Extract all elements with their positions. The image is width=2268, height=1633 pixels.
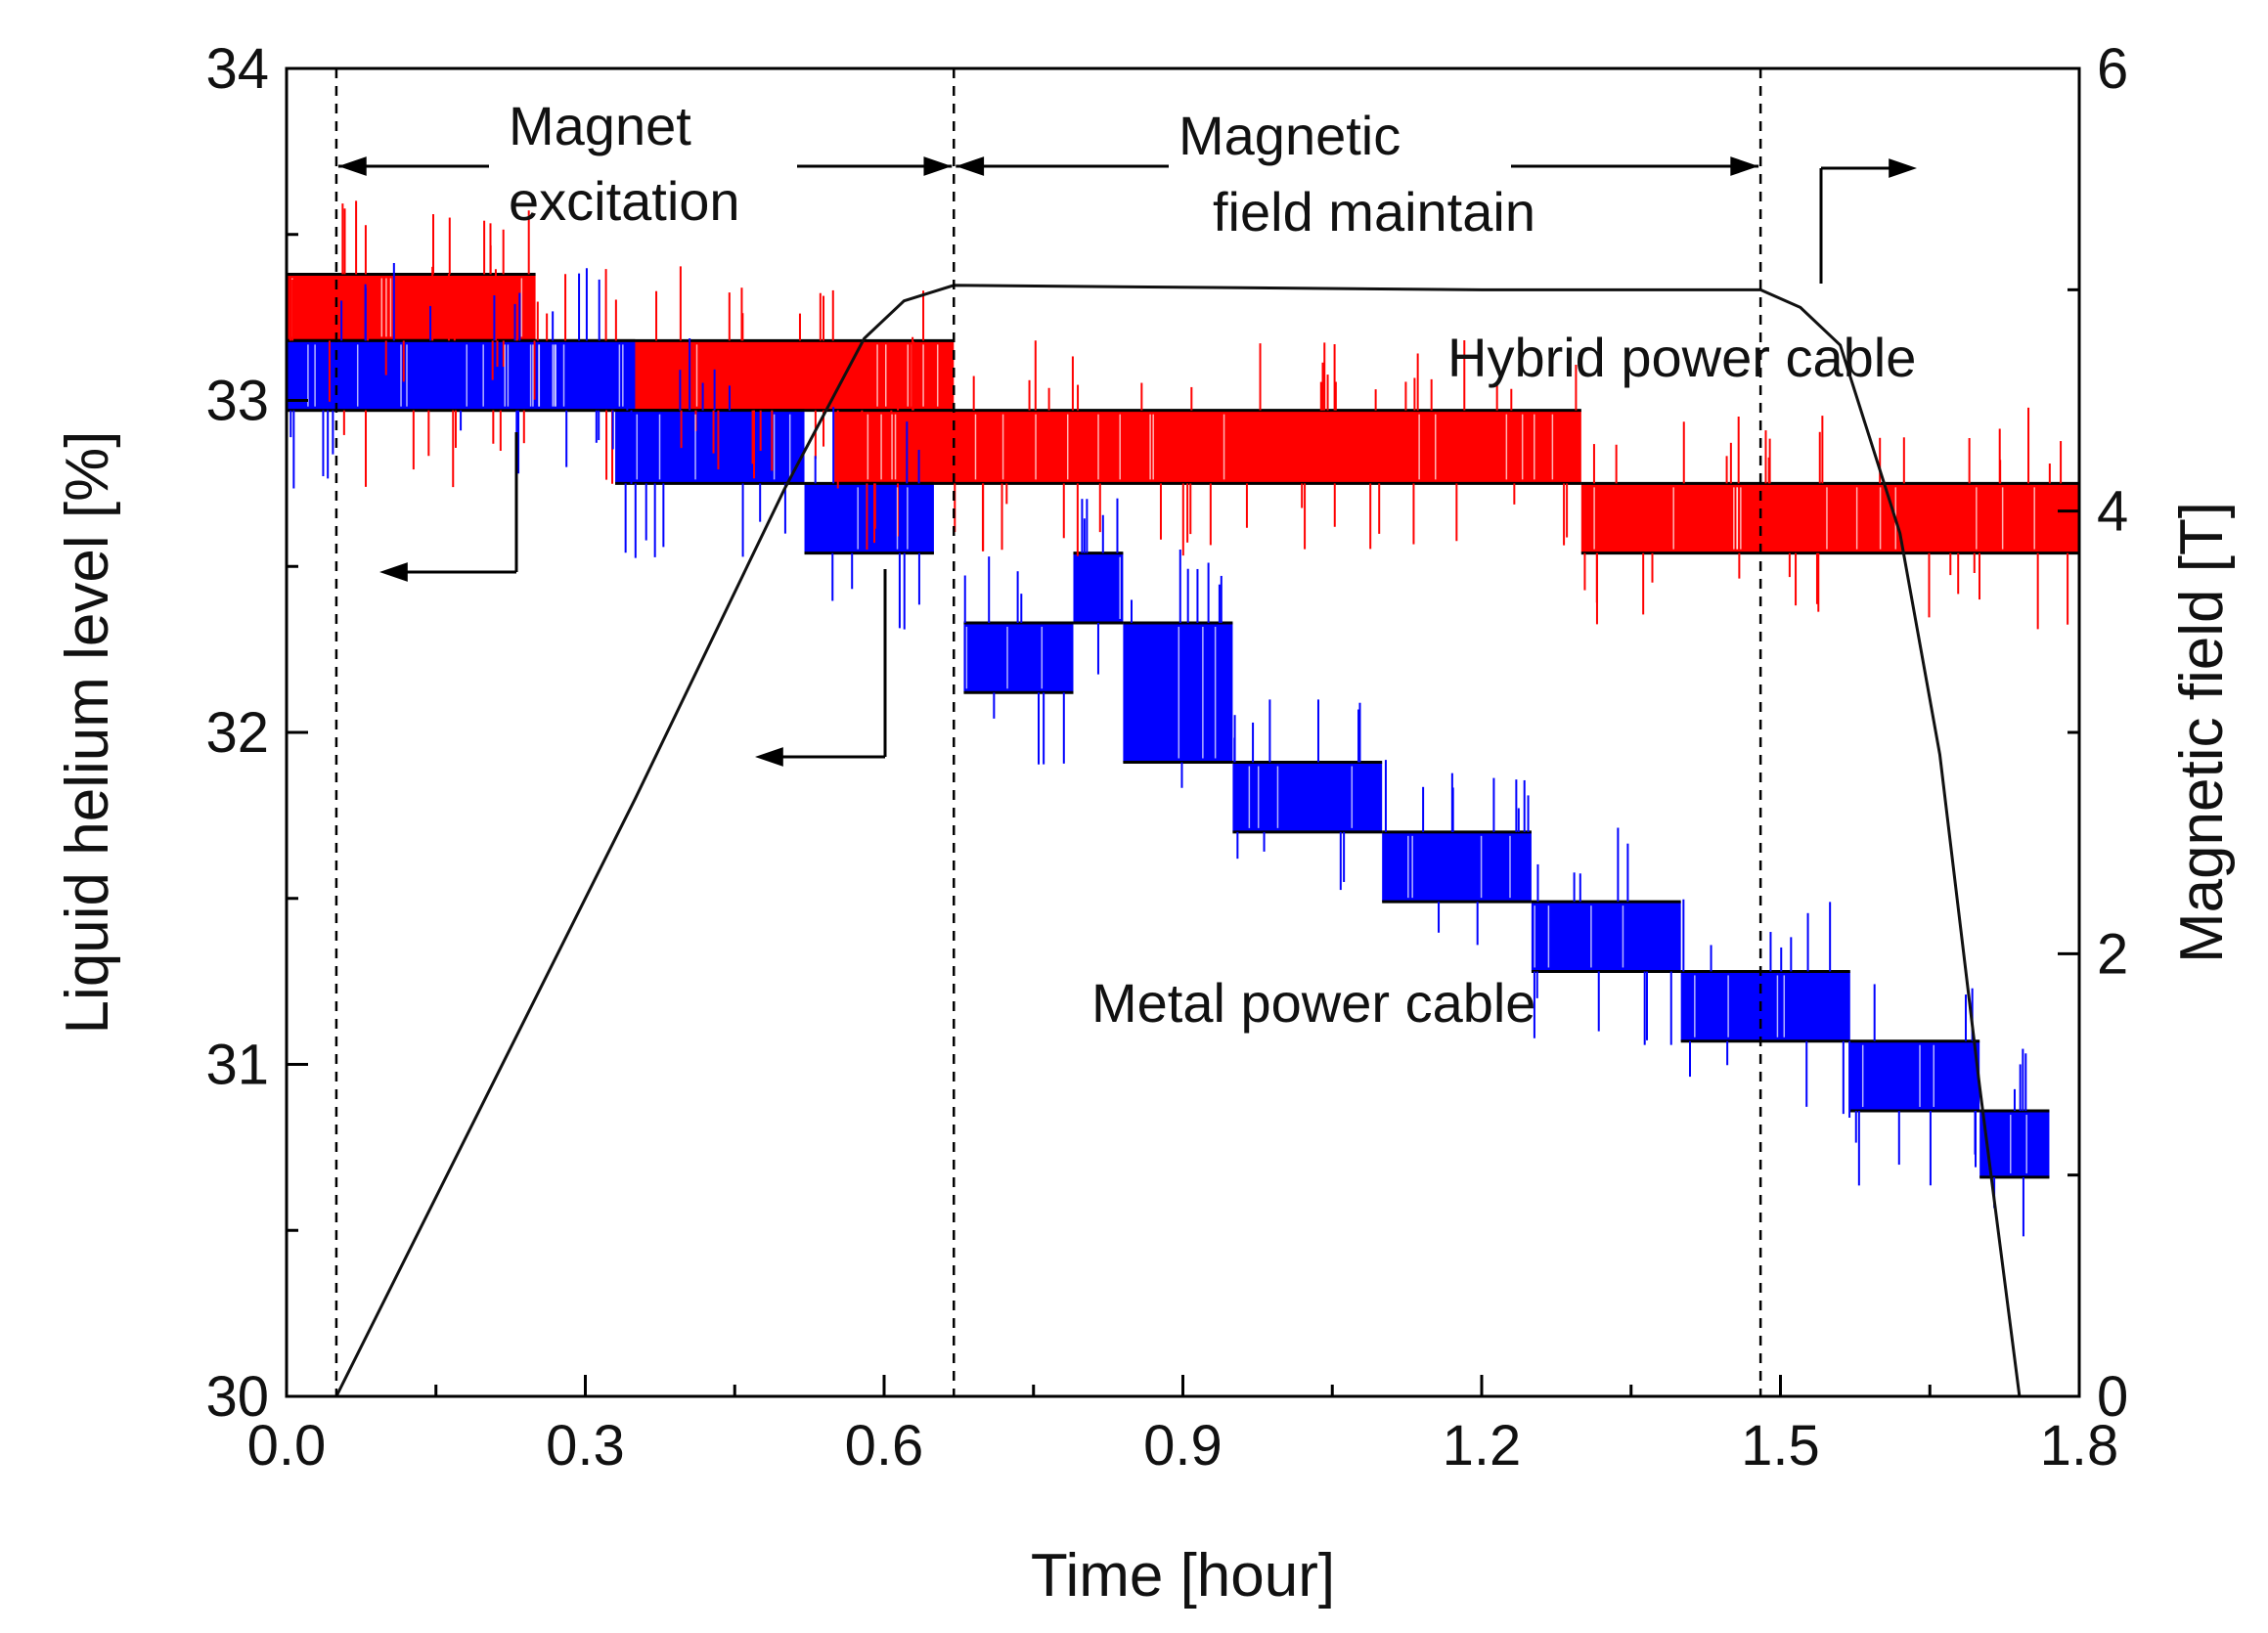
phase-label-excitation-line1: Magnet bbox=[509, 95, 691, 156]
series-label-metal: Metal power cable bbox=[1091, 972, 1535, 1034]
phase-label-maintain-line1: Magnetic bbox=[1178, 105, 1401, 166]
y-left-tick-label: 32 bbox=[205, 701, 269, 765]
x-tick-label: 1.8 bbox=[2040, 1414, 2119, 1478]
hybrid-level-band bbox=[834, 410, 1581, 484]
post-arrow-head bbox=[1889, 158, 1917, 178]
y-left-tick-label: 34 bbox=[205, 37, 269, 101]
metal-level-band bbox=[1849, 1040, 1980, 1112]
hybrid-level-band bbox=[287, 274, 536, 341]
magnetic-field-line bbox=[334, 284, 2022, 1397]
axes: 0.0 0.3 0.6 0.9 1.2 1.5 1.8 30 31 32 33 34 0 2 4 6 bbox=[205, 37, 2128, 1478]
series-fluctuation-spikes bbox=[289, 200, 2069, 1237]
metal-level-band bbox=[1680, 971, 1850, 1041]
maintain-arrow-right-head bbox=[1730, 156, 1759, 176]
phase-label-excitation-line2: excitation bbox=[509, 170, 740, 232]
x-axis-title: Time [hour] bbox=[1031, 1542, 1335, 1610]
y-left-tick-label: 30 bbox=[205, 1365, 269, 1429]
x-tick-label: 0.0 bbox=[247, 1414, 327, 1478]
excitation-arrow-left-head bbox=[337, 156, 367, 176]
y-left-tick-label: 31 bbox=[205, 1034, 269, 1097]
excitation-arrow-right-head bbox=[923, 156, 953, 176]
y-right-tick-label: 4 bbox=[2097, 480, 2128, 544]
metal-axis-arrow-head bbox=[755, 747, 783, 767]
metal-level-band bbox=[963, 622, 1074, 693]
y-right-tick-label: 6 bbox=[2097, 37, 2128, 101]
metal-level-band bbox=[1531, 902, 1681, 972]
y-right-tick-label: 2 bbox=[2097, 922, 2128, 986]
series-label-hybrid: Hybrid power cable bbox=[1447, 327, 1916, 388]
x-tick-label: 1.2 bbox=[1443, 1414, 1522, 1478]
metal-level-band bbox=[1232, 762, 1383, 832]
y-right-tick-label: 0 bbox=[2097, 1365, 2128, 1429]
x-tick-label: 0.9 bbox=[1143, 1414, 1223, 1478]
hybrid-level-band bbox=[1580, 483, 2079, 553]
metal-level-band bbox=[1073, 552, 1124, 623]
magnetic-field-series bbox=[334, 284, 2022, 1397]
maintain-arrow-left-head bbox=[956, 156, 985, 176]
y-right-axis-title: Magnetic field [T] bbox=[2168, 502, 2236, 963]
x-tick-label: 1.5 bbox=[1741, 1414, 1820, 1478]
phase-label-maintain-line2: field maintain bbox=[1213, 181, 1535, 243]
x-tick-label: 0.6 bbox=[845, 1414, 924, 1478]
metal-level-band bbox=[804, 483, 934, 553]
annotation-arrows bbox=[337, 156, 1917, 767]
x-tick-label: 0.3 bbox=[546, 1414, 625, 1478]
metal-level-band bbox=[1123, 622, 1233, 763]
metal-level-band bbox=[1382, 831, 1532, 903]
phase-boundaries bbox=[334, 68, 1762, 1396]
y-left-axis-title: Liquid helium level [%] bbox=[54, 431, 121, 1035]
series-level-bands bbox=[287, 272, 2079, 1179]
hybrid-axis-arrow-head bbox=[379, 562, 408, 582]
metal-level-band bbox=[615, 410, 805, 484]
metal-level-band bbox=[287, 340, 636, 411]
y-left-tick-label: 33 bbox=[205, 370, 269, 433]
